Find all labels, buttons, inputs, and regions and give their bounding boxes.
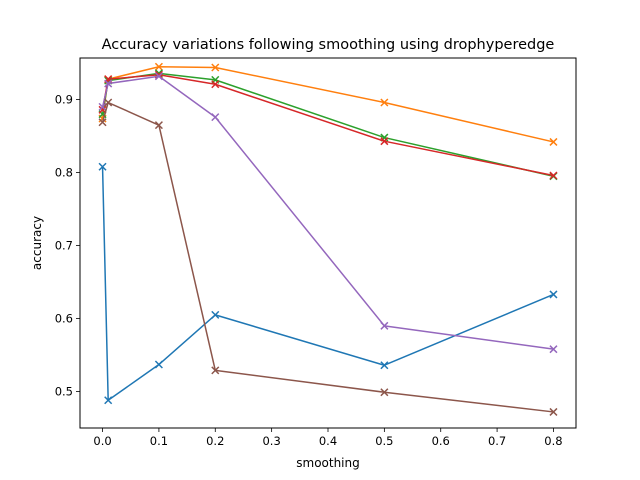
- x-tick-label: 0.2: [206, 434, 224, 448]
- x-axis: 0.0 0.1 0.2 0.3 0.4 0.5 0.6 0.7 0.8: [93, 428, 563, 448]
- data-point: [380, 137, 389, 146]
- x-tick-label: 0.8: [544, 434, 562, 448]
- data-point: [549, 171, 558, 180]
- data-point: [211, 366, 220, 375]
- data-point: [104, 98, 113, 107]
- x-tick-label: 0.1: [150, 434, 168, 448]
- data-point: [104, 79, 113, 88]
- data-point: [211, 80, 220, 89]
- series-5: [98, 72, 558, 354]
- series-line: [101, 75, 554, 350]
- data-point: [380, 98, 389, 107]
- y-axis: 0.5 0.6 0.7 0.8 0.9: [55, 93, 80, 399]
- data-point: [211, 310, 220, 319]
- data-point: [549, 345, 558, 354]
- data-point: [549, 290, 558, 299]
- data-point: [154, 360, 163, 369]
- data-point: [98, 118, 107, 127]
- series-layer: [98, 62, 558, 416]
- data-point: [549, 407, 558, 416]
- x-tick-label: 0.5: [375, 434, 393, 448]
- data-point: [549, 137, 558, 146]
- x-axis-label: smoothing: [296, 456, 360, 470]
- x-tick-label: 0.4: [319, 434, 337, 448]
- data-point: [98, 162, 107, 171]
- x-tick-label: 0.0: [93, 434, 111, 448]
- y-tick-label: 0.9: [55, 93, 73, 107]
- chart-title: Accuracy variations following smoothing …: [102, 37, 555, 53]
- data-point: [211, 63, 220, 72]
- y-tick-label: 0.5: [55, 385, 73, 399]
- y-axis-label: accuracy: [30, 216, 44, 270]
- y-tick-label: 0.6: [55, 312, 73, 326]
- x-tick-label: 0.3: [262, 434, 280, 448]
- x-tick-label: 0.7: [488, 434, 506, 448]
- series-6: [98, 98, 558, 416]
- series-1: [98, 162, 558, 405]
- data-point: [211, 113, 220, 122]
- data-point: [104, 396, 113, 405]
- y-tick-label: 0.8: [55, 166, 73, 180]
- x-tick-label: 0.6: [432, 434, 450, 448]
- data-point: [154, 121, 163, 130]
- data-point: [98, 102, 107, 111]
- series-line: [101, 166, 554, 402]
- data-point: [154, 72, 163, 81]
- data-point: [154, 62, 163, 71]
- data-point: [380, 321, 389, 330]
- data-point: [380, 361, 389, 370]
- series-line: [101, 101, 554, 413]
- y-tick-label: 0.7: [55, 239, 73, 253]
- data-point: [380, 388, 389, 397]
